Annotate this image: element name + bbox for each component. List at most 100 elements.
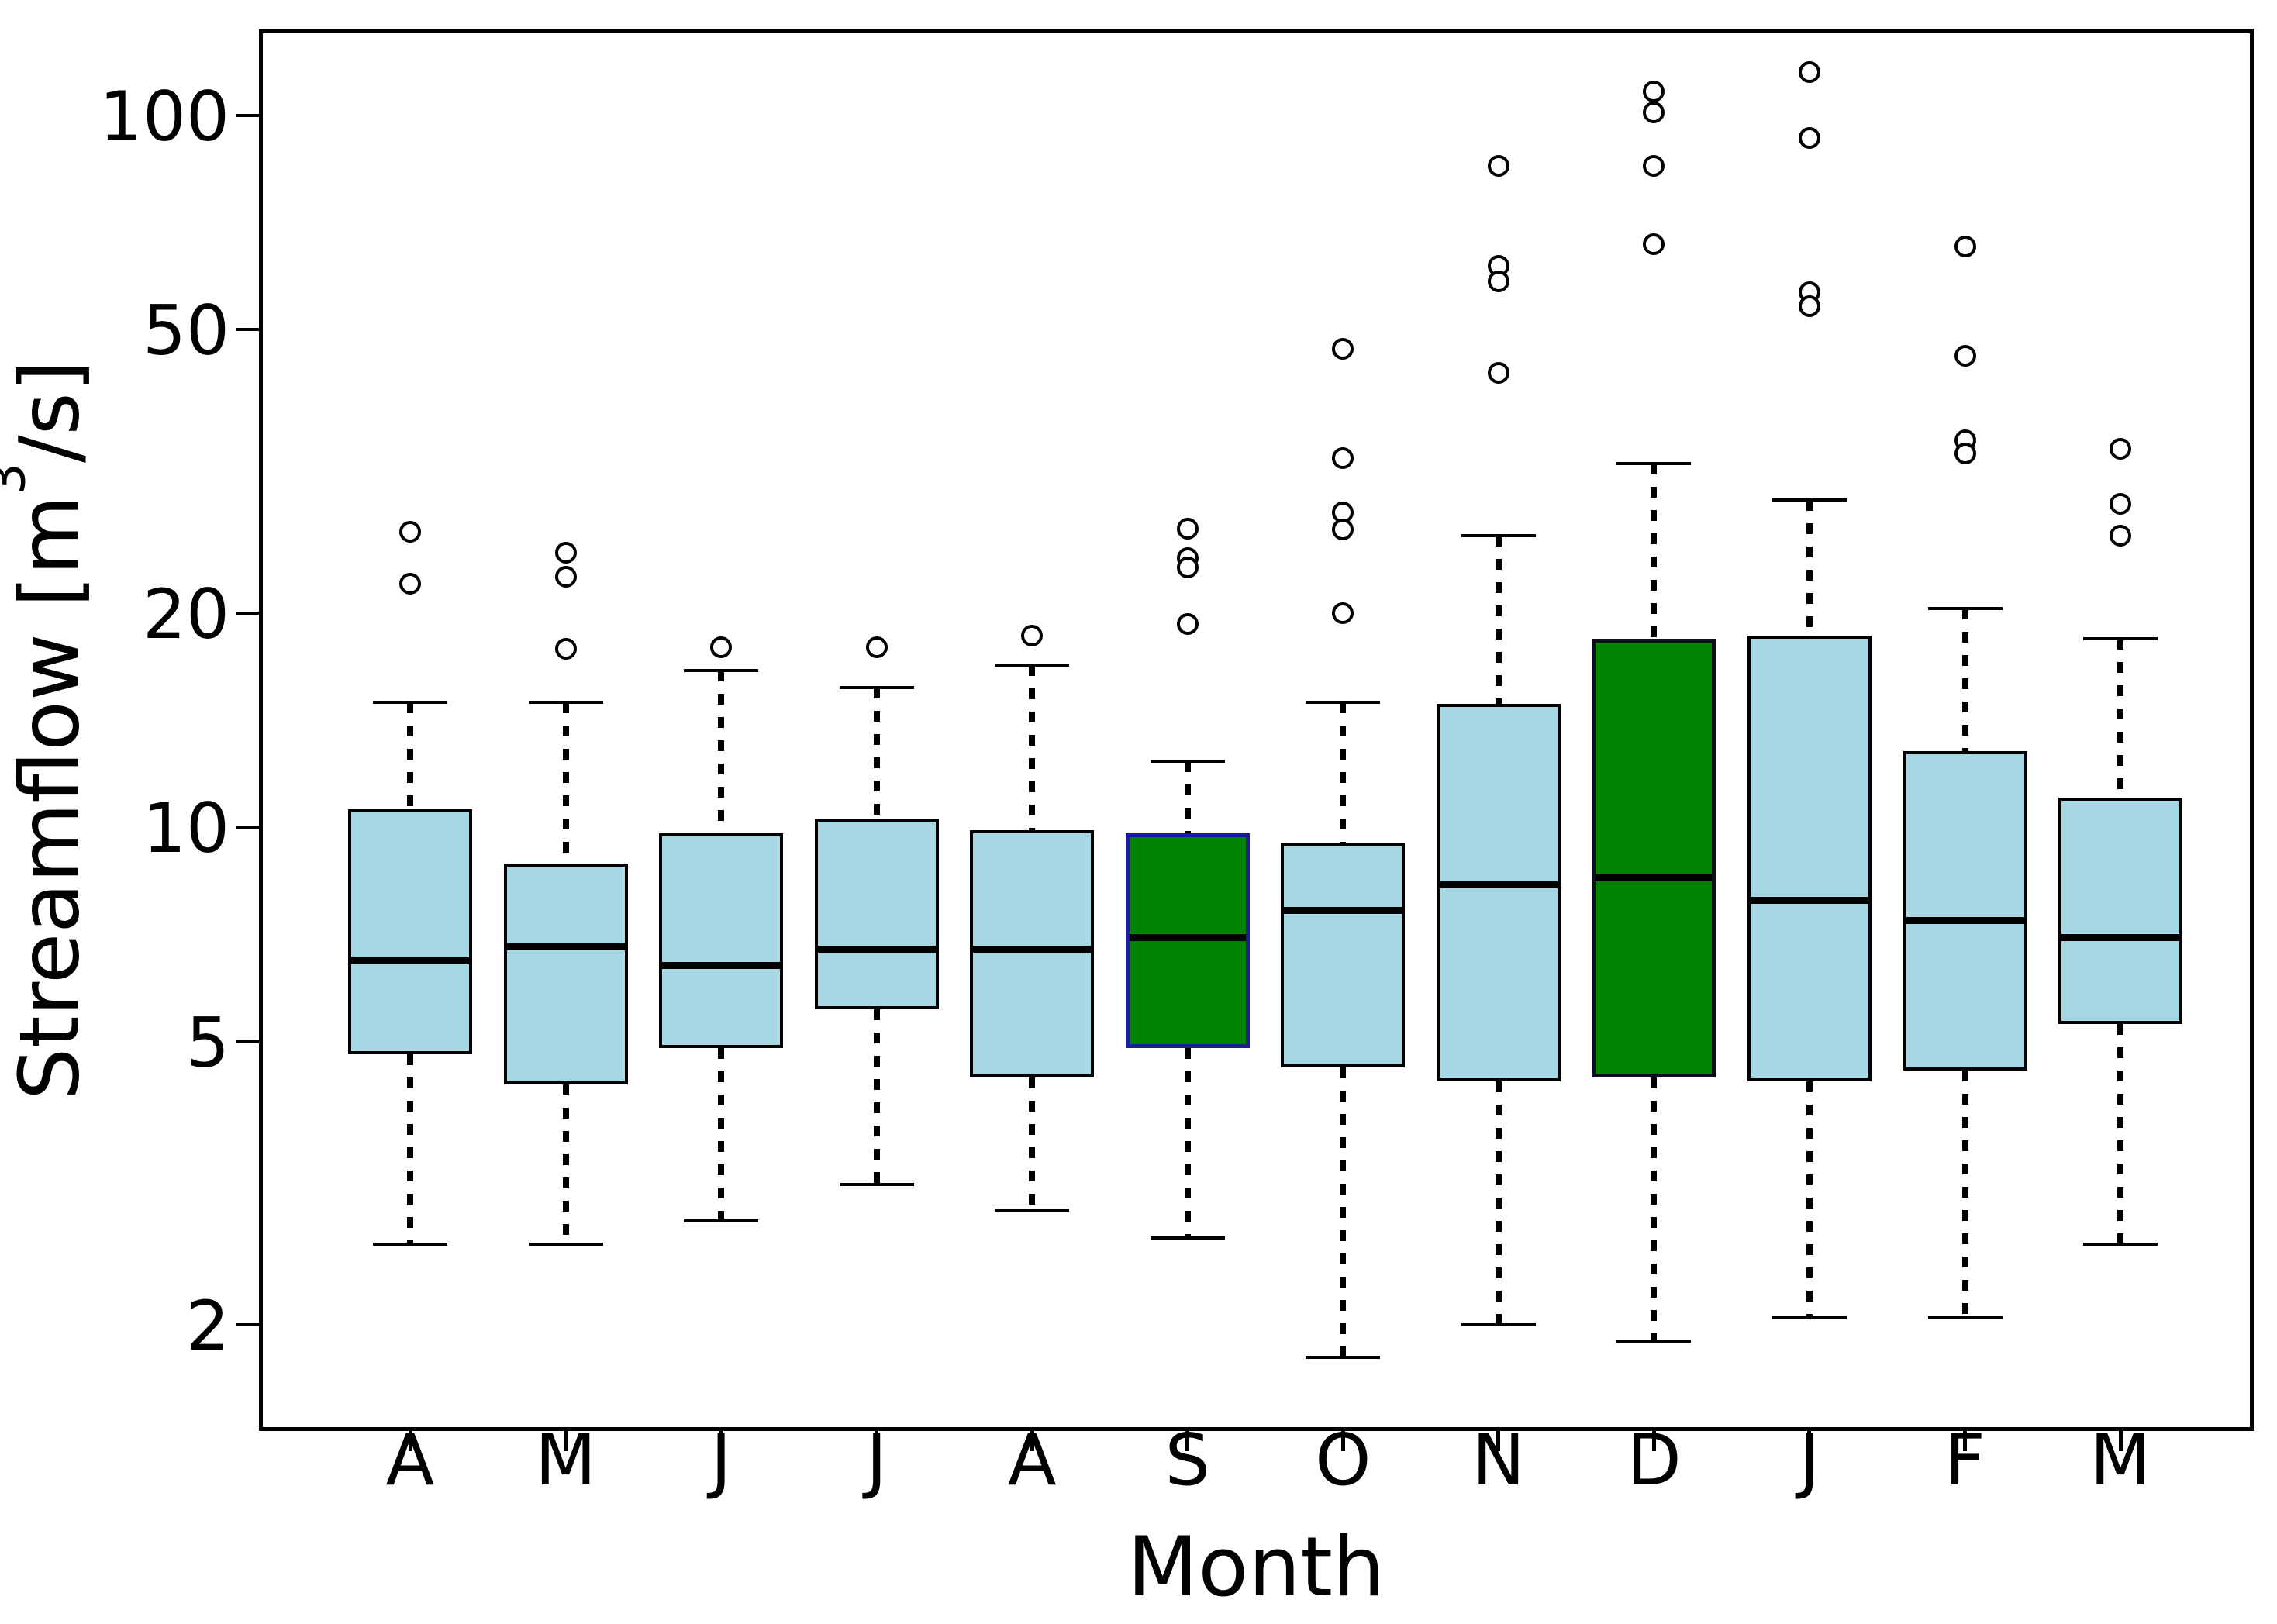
- outlier-point: [1487, 361, 1509, 384]
- median-line: [973, 945, 1092, 953]
- x-axis-tick: [1185, 1431, 1190, 1451]
- whisker-lower: [1184, 1047, 1191, 1239]
- whisker-cap-upper: [1616, 462, 1692, 466]
- y-axis-title-unit: /s]: [2, 360, 98, 464]
- whisker-lower: [1029, 1077, 1036, 1211]
- outlier-point: [1176, 517, 1199, 540]
- y-tick-label: 50: [143, 291, 229, 371]
- outlier-point: [1021, 624, 1044, 646]
- median-line: [2061, 934, 2180, 942]
- outlier-point: [1954, 235, 1976, 257]
- outlier-point: [554, 638, 577, 660]
- outlier-point: [1798, 126, 1820, 149]
- whisker-cap-lower: [1306, 1356, 1381, 1360]
- median-line: [662, 961, 781, 969]
- outlier-point: [399, 521, 421, 543]
- median-line: [1750, 896, 1868, 904]
- x-axis-tick: [1340, 1431, 1345, 1451]
- outlier-point: [1332, 447, 1354, 470]
- x-tick-label: J: [710, 1419, 732, 1502]
- y-tick-label: 20: [143, 574, 229, 654]
- box-9-D: [1592, 639, 1716, 1078]
- outlier-point: [1332, 602, 1354, 624]
- outlier-point: [710, 636, 733, 659]
- y-tick-label: 5: [186, 1002, 229, 1083]
- whisker-lower: [407, 1054, 413, 1244]
- whisker-cap-upper: [684, 669, 759, 673]
- whisker-upper: [1029, 664, 1036, 831]
- outlier-point: [1332, 337, 1354, 360]
- outlier-point: [1332, 519, 1354, 541]
- whisker-cap-lower: [1616, 1339, 1692, 1343]
- outlier-point: [399, 572, 421, 595]
- y-axis-tick: [236, 113, 259, 117]
- whisker-upper: [718, 671, 725, 834]
- x-tick-label: N: [1471, 1419, 1526, 1502]
- whisker-cap-upper: [528, 700, 603, 704]
- whisker-lower: [562, 1084, 569, 1244]
- whisker-cap-upper: [2083, 637, 2158, 641]
- median-line: [1284, 906, 1402, 914]
- outlier-point: [865, 636, 888, 659]
- x-axis-tick: [1496, 1431, 1501, 1451]
- whisker-upper: [2117, 639, 2124, 798]
- y-axis-tick: [236, 328, 259, 332]
- whisker-upper: [1961, 608, 1968, 751]
- whisker-cap-upper: [373, 700, 447, 704]
- median-line: [351, 957, 469, 964]
- whisker-lower: [873, 1009, 880, 1185]
- whisker-upper: [873, 688, 880, 819]
- whisker-cap-lower: [2083, 1242, 2158, 1246]
- x-tick-label: J: [1799, 1419, 1820, 1502]
- x-tick-label: M: [2089, 1419, 2151, 1502]
- whisker-upper: [1651, 464, 1658, 640]
- outlier-point: [2110, 492, 2132, 515]
- x-axis-tick: [1030, 1431, 1034, 1451]
- box-10-J: [1747, 635, 1872, 1081]
- y-tick-label: 100: [99, 76, 229, 157]
- x-axis-tick: [1963, 1431, 1967, 1451]
- whisker-lower: [1340, 1067, 1347, 1358]
- x-tick-label: D: [1626, 1419, 1682, 1502]
- whisker-cap-lower: [1927, 1315, 2003, 1319]
- outlier-point: [1643, 154, 1665, 177]
- box-7-O: [1281, 843, 1406, 1068]
- outlier-point: [554, 565, 577, 588]
- x-tick-label: O: [1315, 1419, 1371, 1502]
- whisker-cap-upper: [1150, 759, 1225, 763]
- median-line: [506, 943, 625, 950]
- x-tick-label: J: [866, 1419, 888, 1502]
- whisker-cap-upper: [839, 686, 914, 690]
- x-axis-title: Month: [1126, 1519, 1385, 1615]
- box-8-N: [1436, 704, 1561, 1081]
- outlier-point: [2110, 524, 2132, 547]
- median-line: [1596, 874, 1713, 881]
- box-5-A: [970, 830, 1095, 1078]
- x-axis-tick: [1807, 1431, 1812, 1451]
- outlier-point: [1487, 270, 1509, 292]
- outlier-point: [554, 542, 577, 564]
- box-1-A: [348, 809, 472, 1055]
- outlier-point: [1176, 613, 1199, 636]
- whisker-upper: [1184, 760, 1191, 834]
- outlier-point: [1954, 443, 1976, 465]
- whisker-lower: [1495, 1081, 1502, 1326]
- x-tick-label: A: [1007, 1419, 1057, 1502]
- whisker-cap-upper: [1927, 606, 2003, 610]
- whisker-upper: [1806, 500, 1813, 636]
- median-line: [817, 945, 936, 953]
- box-2-M: [503, 863, 628, 1085]
- whisker-upper: [407, 702, 413, 810]
- median-line: [1906, 916, 2024, 924]
- y-axis-tick: [236, 1323, 259, 1327]
- outlier-point: [2110, 438, 2132, 460]
- x-axis-tick: [875, 1431, 879, 1451]
- x-axis-tick: [2118, 1431, 2123, 1451]
- outlier-point: [1798, 61, 1820, 83]
- y-axis-title-superscript: 3: [0, 463, 36, 495]
- whisker-cap-upper: [1772, 498, 1847, 502]
- outlier-point: [1643, 233, 1665, 255]
- x-axis-tick: [719, 1431, 723, 1451]
- box-3-J: [659, 833, 784, 1048]
- whisker-lower: [1806, 1081, 1813, 1318]
